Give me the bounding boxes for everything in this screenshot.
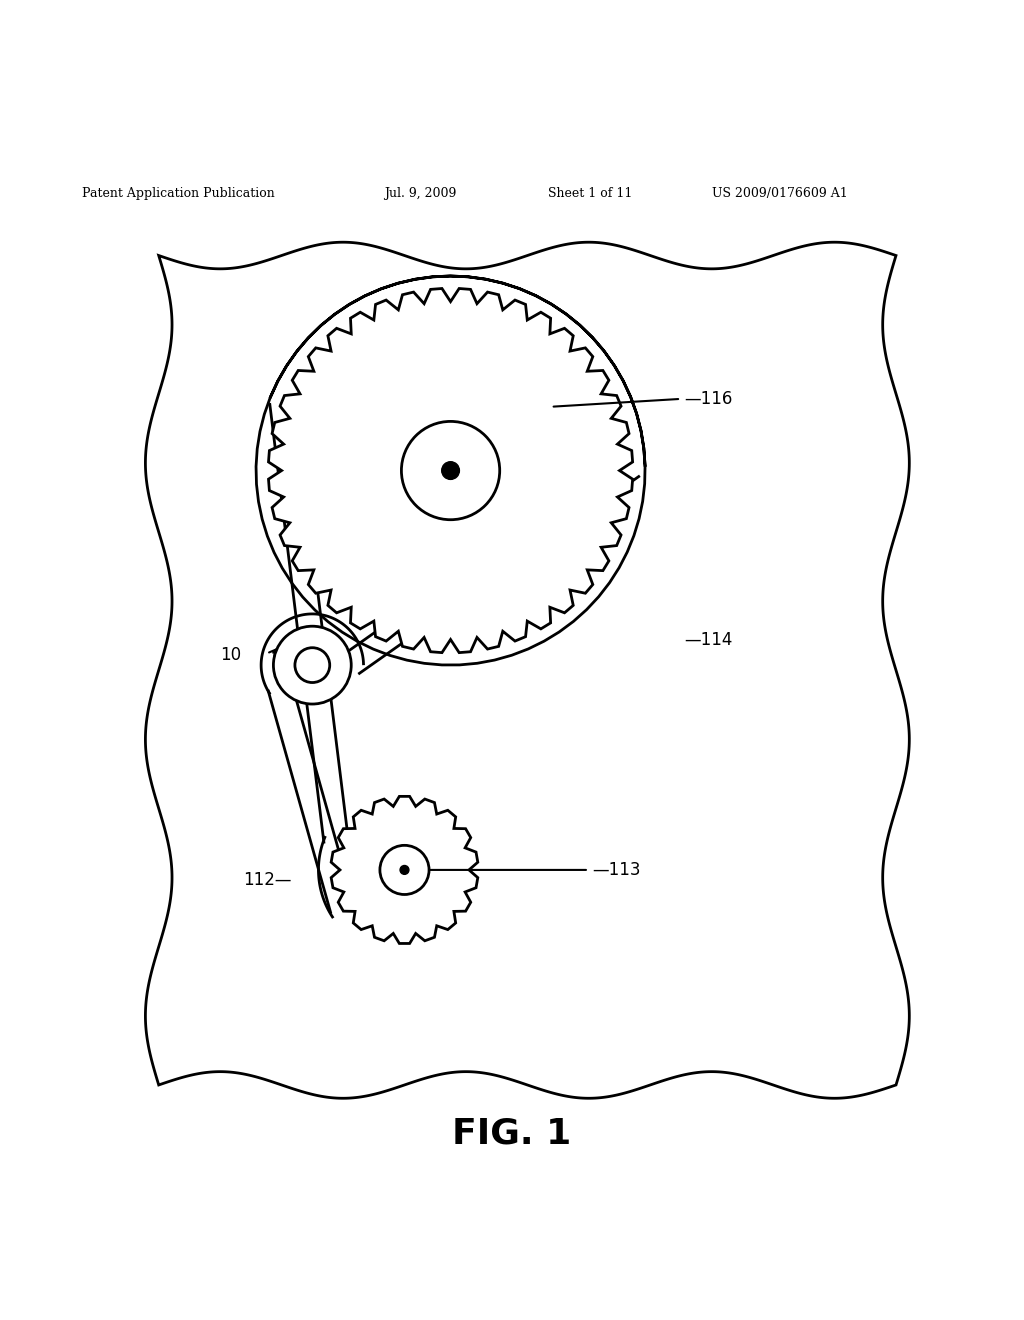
Text: 118: 118	[426, 488, 455, 504]
Circle shape	[400, 866, 409, 874]
Text: —114: —114	[684, 631, 732, 648]
Polygon shape	[331, 796, 478, 944]
Circle shape	[295, 648, 330, 682]
Text: Jul. 9, 2009: Jul. 9, 2009	[384, 187, 457, 199]
Circle shape	[380, 845, 429, 895]
Text: US 2009/0176609 A1: US 2009/0176609 A1	[712, 187, 848, 199]
Text: 10: 10	[220, 645, 241, 664]
Text: —113: —113	[592, 861, 640, 879]
Text: —116: —116	[684, 389, 732, 408]
Polygon shape	[268, 289, 633, 652]
Text: 112—: 112—	[244, 871, 292, 890]
Text: Patent Application Publication: Patent Application Publication	[82, 187, 274, 199]
Circle shape	[401, 421, 500, 520]
Text: FIG. 1: FIG. 1	[453, 1117, 571, 1150]
Text: Sheet 1 of 11: Sheet 1 of 11	[548, 187, 632, 199]
Circle shape	[273, 626, 351, 704]
Circle shape	[441, 462, 460, 479]
